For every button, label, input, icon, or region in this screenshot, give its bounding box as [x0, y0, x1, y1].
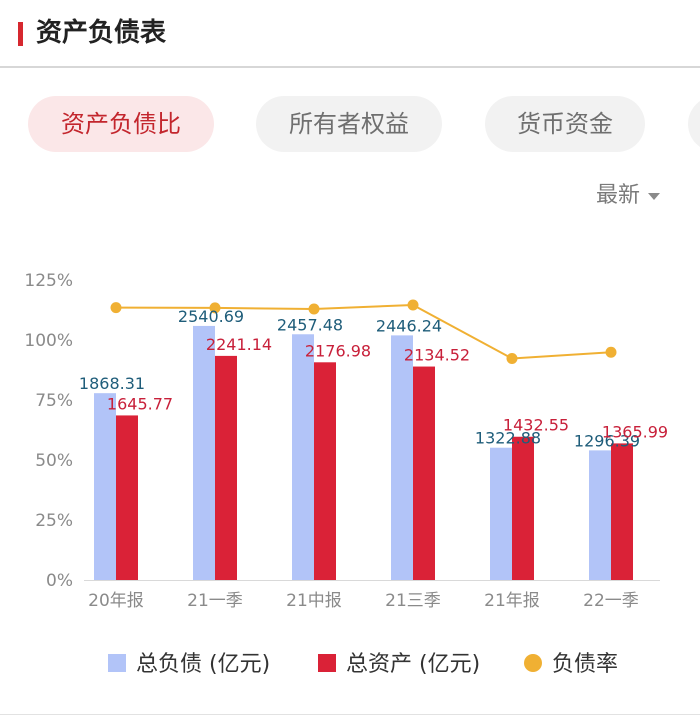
legend-item-ratio[interactable]: 负债率 [524, 645, 618, 685]
y-tick-label: 0% [46, 571, 73, 591]
data-label-liabilities: 1296.39 [574, 431, 640, 450]
bar-assets[interactable] [413, 366, 435, 580]
ratio-point[interactable] [209, 302, 221, 314]
ratio-point[interactable] [407, 299, 419, 311]
data-label-assets: 1365.99 [602, 422, 668, 441]
legend-label-liabilities: 总负债 (亿元) [136, 652, 271, 677]
legend-item-assets[interactable]: 总资产 (亿元) [318, 645, 480, 685]
ratio-line [115, 303, 612, 360]
y-tick-label: 100% [24, 331, 73, 351]
legend-swatch-assets [318, 654, 336, 672]
x-axis: 20年报 21一季 21中报 21三季 21年报 22一季 [84, 580, 660, 611]
sort-dropdown[interactable]: 最新 [596, 180, 660, 212]
x-tick-label: 21三季 [385, 591, 441, 611]
y-tick-label: 25% [35, 511, 73, 531]
chart-legend: 总负债 (亿元) 总资产 (亿元) 负债率 [0, 645, 700, 685]
x-tick-label: 20年报 [88, 591, 144, 611]
legend-item-liabilities[interactable]: 总负债 (亿元) [108, 645, 270, 685]
bar-series [94, 325, 633, 580]
y-tick-label: 75% [35, 391, 73, 411]
bar-assets[interactable] [215, 355, 237, 580]
bar-assets[interactable] [314, 362, 336, 580]
ratio-point[interactable] [506, 352, 518, 364]
page-title: 资产负债表 [36, 18, 167, 48]
tab-overflow-partial[interactable] [688, 96, 700, 152]
legend-label-assets: 总资产 (亿元) [346, 652, 481, 677]
tab-owners-equity[interactable]: 所有者权益 [256, 96, 442, 152]
data-label-assets: 2134.52 [404, 346, 470, 365]
data-label-liabilities: 2446.24 [376, 316, 442, 335]
legend-label-ratio: 负债率 [552, 652, 619, 677]
data-label-assets: 1645.77 [107, 394, 173, 413]
data-label-assets: 2176.98 [305, 341, 371, 360]
bar-liabilities[interactable] [292, 334, 314, 580]
bar-assets[interactable] [116, 415, 138, 580]
x-tick-label: 22一季 [583, 591, 639, 611]
legend-swatch-liabilities [108, 654, 126, 672]
data-label-liabilities: 1868.31 [79, 374, 145, 393]
y-axis: 0% 25% 50% 75% 100% 125% [24, 271, 73, 591]
chevron-down-icon [648, 192, 660, 200]
data-label-assets: 2241.14 [206, 335, 272, 354]
header-accent-bar [18, 22, 23, 46]
data-label-assets: 1432.55 [503, 416, 569, 435]
section-header: 资产负债表 [0, 0, 700, 68]
bar-liabilities[interactable] [193, 325, 215, 580]
data-label-liabilities: 2457.48 [277, 315, 343, 334]
bar-liabilities[interactable] [490, 447, 512, 580]
bar-assets[interactable] [512, 436, 534, 580]
ratio-point[interactable] [110, 302, 122, 314]
data-label-liabilities: 1322.88 [475, 429, 541, 448]
ratio-point[interactable] [605, 346, 617, 358]
x-tick-label: 21一季 [187, 591, 243, 611]
legend-dot-ratio [524, 654, 542, 672]
bar-liabilities[interactable] [589, 450, 611, 580]
tab-asset-liability-ratio[interactable]: 资产负债比 [28, 96, 214, 152]
tab-monetary-funds[interactable]: 货币资金 [485, 96, 645, 152]
sort-dropdown-label: 最新 [595, 183, 640, 208]
data-label-liabilities: 2540.69 [178, 307, 244, 326]
tab-bar: 资产负债比 所有者权益 货币资金 [0, 96, 700, 156]
x-tick-label: 21中报 [286, 591, 342, 611]
bar-liabilities[interactable] [94, 393, 116, 580]
ratio-point[interactable] [308, 303, 320, 315]
y-tick-label: 125% [24, 271, 73, 291]
x-tick-label: 21年报 [484, 591, 540, 611]
y-tick-label: 50% [35, 451, 73, 471]
ratio-line-series [110, 299, 617, 364]
bar-liabilities[interactable] [391, 335, 413, 580]
bottom-divider [0, 714, 700, 715]
bar-assets[interactable] [611, 443, 633, 580]
